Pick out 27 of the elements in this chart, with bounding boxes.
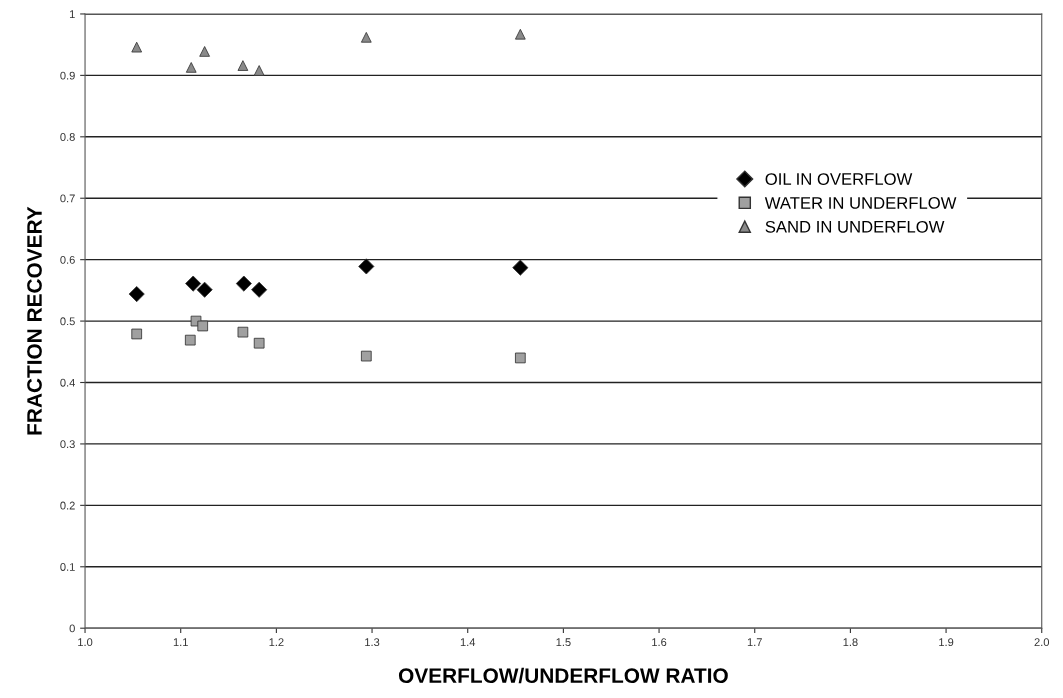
x-tick-label: 1.4 <box>460 638 476 646</box>
y-tick-label: 0.6 <box>60 255 75 264</box>
y-tick-label: 0.8 <box>60 133 75 141</box>
x-axis-title: OVERFLOW/UNDERFLOW RATIO <box>398 667 728 684</box>
x-tick-label: 1.3 <box>365 638 380 647</box>
y-tick-label: 1 <box>69 10 75 18</box>
x-tick-label: 1.9 <box>939 638 954 647</box>
y-tick-label: 0.7 <box>60 194 75 203</box>
y-tick-label: 0.2 <box>60 501 75 510</box>
y-tick-label: 0 <box>69 624 75 633</box>
x-tick-label: 1.1 <box>173 638 188 646</box>
y-tick-label: 0.9 <box>60 71 75 80</box>
legend-label: WATER IN UNDERFLOW <box>764 197 957 209</box>
x-tick-label: 1.0 <box>78 638 93 647</box>
y-tick-label: 0.5 <box>60 317 75 326</box>
x-tick-label: 1.5 <box>556 638 571 647</box>
legend-label: OIL IN OVERFLOW <box>765 173 913 185</box>
y-axis-title: FRACTION RECOVERY <box>27 206 42 435</box>
x-tick-label: 1.8 <box>843 638 858 647</box>
x-tick-label: 1.7 <box>747 638 762 646</box>
legend-label: SAND IN UNDERFLOW <box>765 220 945 233</box>
y-tick-label: 0.4 <box>60 378 75 387</box>
x-tick-label: 2.0 <box>1034 638 1050 647</box>
x-tick-label: 1.2 <box>269 638 284 646</box>
x-tick-label: 1.6 <box>652 638 667 647</box>
y-tick-label: 0.1 <box>60 563 75 571</box>
y-tick-label: 0.3 <box>60 440 75 449</box>
